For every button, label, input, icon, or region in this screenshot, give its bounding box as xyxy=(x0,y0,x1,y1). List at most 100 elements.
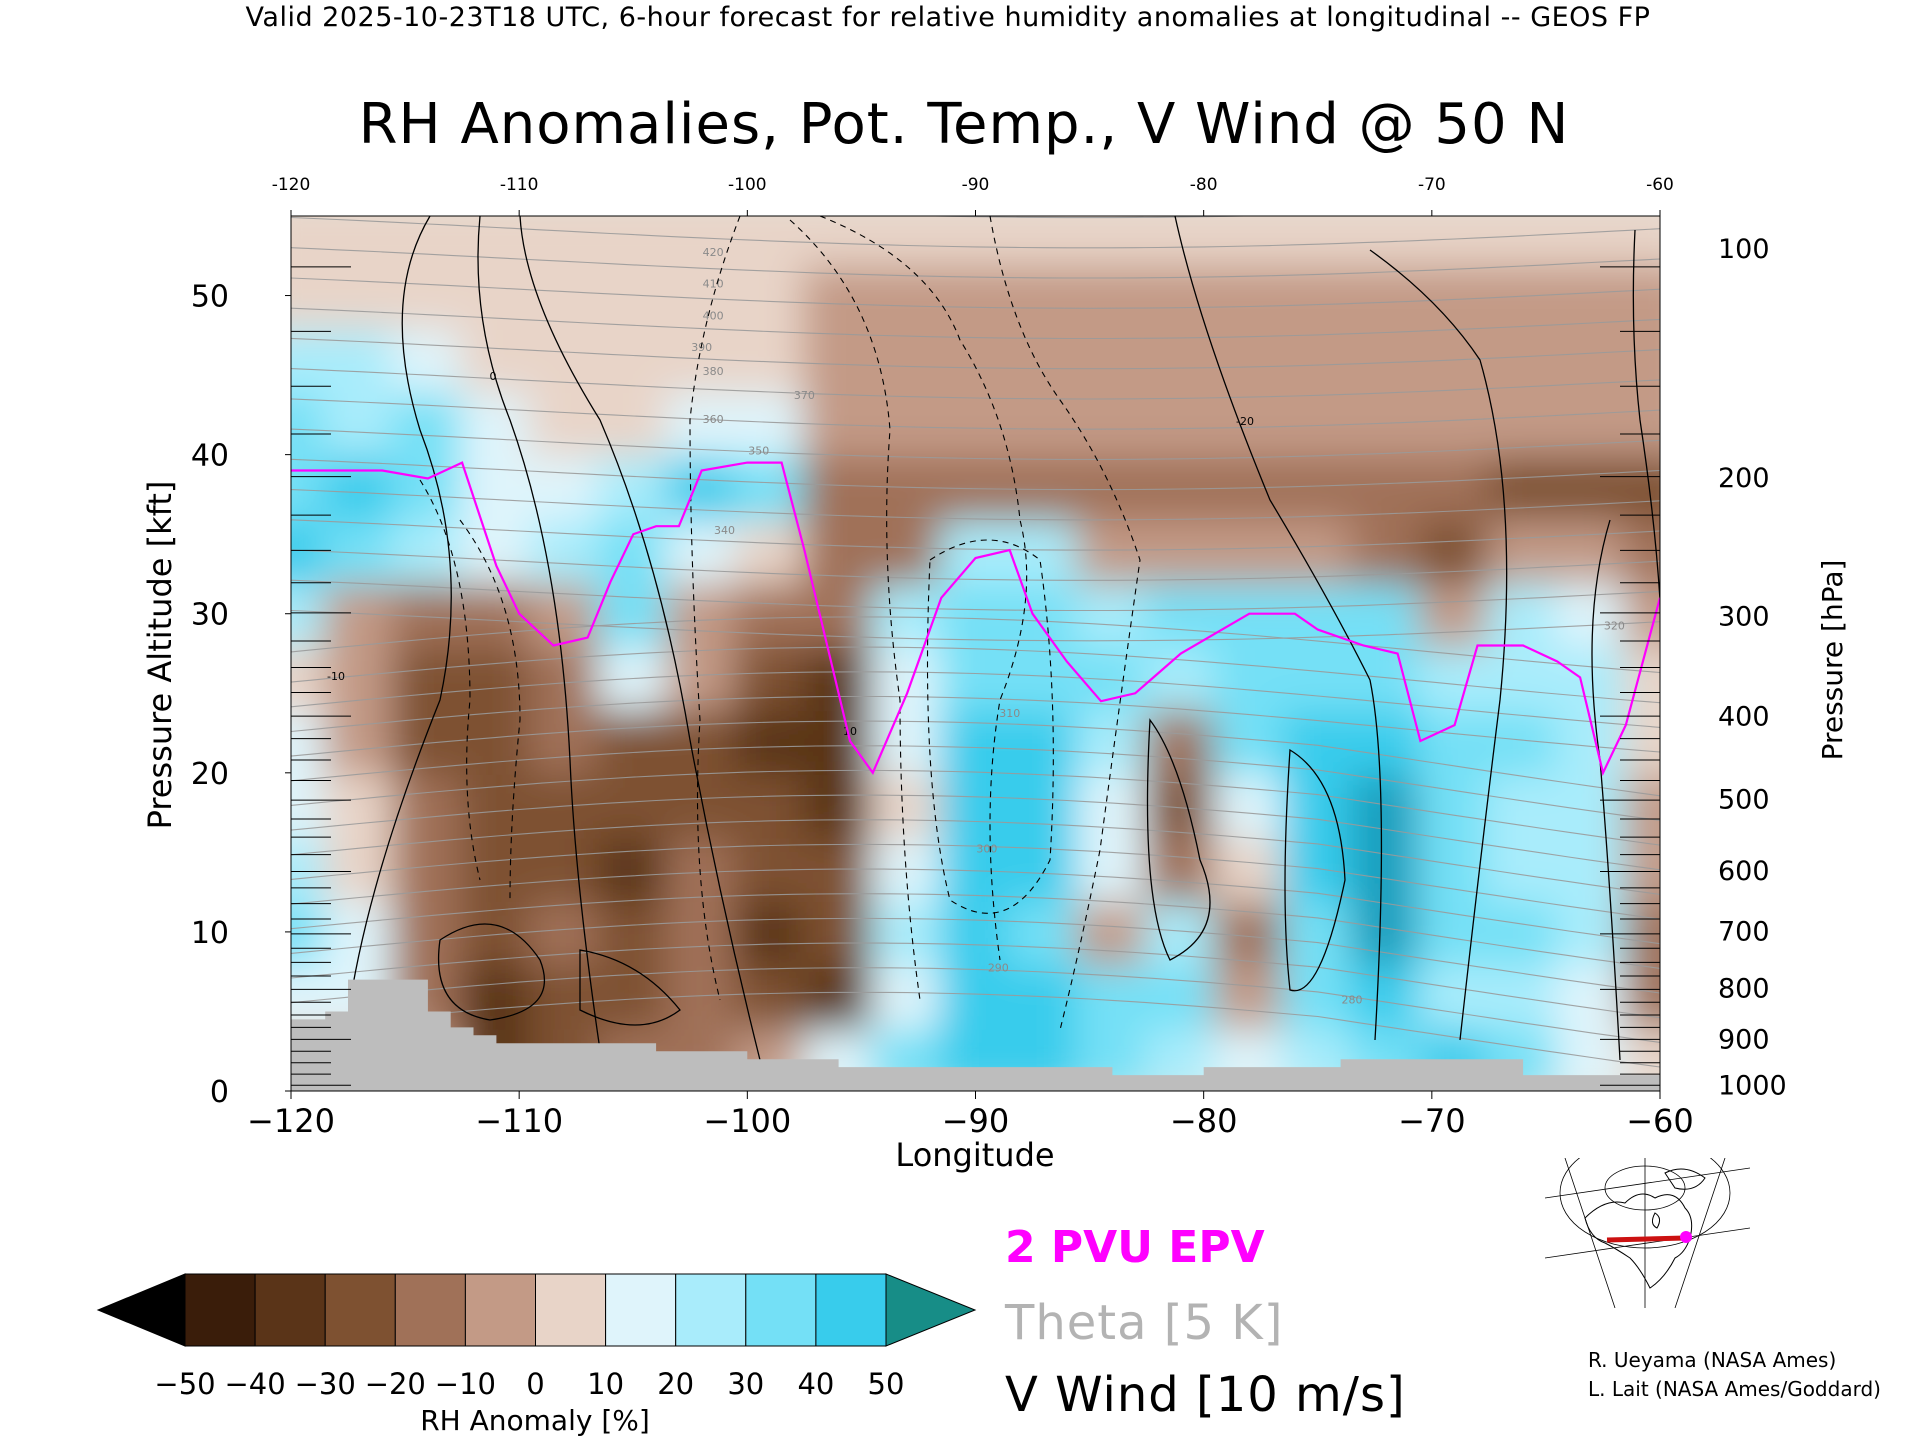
rh-cell xyxy=(939,216,1012,266)
theta-contour xyxy=(291,819,1660,895)
theta-contour-label: 350 xyxy=(748,445,769,458)
theta-contour xyxy=(291,368,1660,400)
rh-cell xyxy=(1623,579,1660,648)
rh-cell xyxy=(1076,707,1149,775)
v-wind-contour xyxy=(1369,249,1508,1041)
v-wind-contour xyxy=(1146,718,1211,961)
rh-cell xyxy=(291,961,328,1030)
rh-cell xyxy=(597,452,670,521)
rh-cell xyxy=(460,452,533,521)
theta-contour-label: 360 xyxy=(703,413,724,426)
rh-cell xyxy=(391,325,465,393)
rh-cell xyxy=(528,707,602,775)
rh-cell xyxy=(870,707,944,775)
colorbar-bin xyxy=(184,1273,256,1347)
rh-cell xyxy=(597,216,670,266)
colorbar-tick-label: −50 xyxy=(154,1367,215,1401)
cross-section-track xyxy=(1606,1235,1686,1243)
rh-cell xyxy=(870,770,944,839)
rh-cell xyxy=(1486,261,1560,330)
rh-cell xyxy=(802,707,875,775)
rh-cell xyxy=(802,643,875,712)
y2-axis-label: Pressure [hPa] xyxy=(1816,560,1849,761)
rh-cell xyxy=(323,216,396,266)
legend-wind-label: V Wind [10 m/s] xyxy=(1005,1367,1406,1423)
rh-cell xyxy=(323,707,396,775)
rh-cell xyxy=(733,707,807,775)
rh-cell xyxy=(460,389,533,457)
rh-cell xyxy=(939,707,1012,775)
theta-contour xyxy=(291,216,1660,249)
v-wind-contour xyxy=(477,216,601,1051)
theta-contour xyxy=(291,967,1660,1043)
theta-contour-label: 390 xyxy=(691,341,712,354)
theta-contour xyxy=(291,720,1660,797)
rh-cell xyxy=(323,770,396,839)
rh-cell xyxy=(1213,770,1286,839)
rh-cell xyxy=(1623,770,1660,839)
rh-cell xyxy=(1076,325,1149,393)
rh-cell xyxy=(1007,834,1081,903)
map-graticule xyxy=(1545,1158,1750,1308)
rh-cell xyxy=(291,643,328,712)
locator-map xyxy=(1545,1158,1750,1308)
rh-cell xyxy=(323,516,396,584)
rh-cell xyxy=(1418,389,1491,457)
rh-cell xyxy=(1076,579,1149,648)
cross-section-endpoint xyxy=(1680,1231,1692,1243)
rh-cell xyxy=(460,770,533,839)
rh-cell xyxy=(291,834,328,903)
rh-cell xyxy=(1418,452,1491,521)
v-wind-contour-dashed xyxy=(459,519,521,901)
rh-cell xyxy=(1623,898,1660,966)
rh-cell xyxy=(802,770,875,839)
rh-cell xyxy=(802,261,875,330)
rh-cell xyxy=(391,898,465,966)
colorbar-tick-label: 10 xyxy=(587,1367,624,1401)
x-tick-label: −120 xyxy=(247,1102,335,1140)
colorbar-tick-label: 40 xyxy=(797,1367,834,1401)
y-tick-label: 20 xyxy=(191,757,229,792)
rh-cell xyxy=(1281,898,1354,966)
rh-cell xyxy=(1418,961,1491,1030)
colorbar-bin xyxy=(254,1273,326,1347)
rh-cell xyxy=(291,898,328,966)
rh-cell xyxy=(460,643,533,712)
rh-cell xyxy=(391,389,465,457)
rh-cell xyxy=(870,261,944,330)
rh-cell xyxy=(291,707,328,775)
rh-cell xyxy=(1555,389,1628,457)
theta-contour xyxy=(291,769,1660,846)
pressure-tick-label: 800 xyxy=(1718,974,1770,1005)
rh-cell xyxy=(528,643,602,712)
theta-contour xyxy=(291,868,1660,945)
theta-contour xyxy=(291,398,1660,430)
rh-cell xyxy=(1349,452,1423,521)
rh-cell xyxy=(1281,516,1354,584)
rh-cell xyxy=(1349,216,1423,266)
y-axis-label: Pressure Altitude [kft] xyxy=(141,481,179,830)
rh-cell xyxy=(597,961,670,1030)
rh-cell xyxy=(1007,898,1081,966)
theta-contour xyxy=(291,942,1660,1019)
top-x-tick-label: -100 xyxy=(728,175,767,195)
colorbar-tick-label: −20 xyxy=(365,1367,426,1401)
rh-cell xyxy=(1007,579,1081,648)
v-wind-contours: 0 -10 10 -20 xyxy=(327,216,1660,1061)
colorbar-tick-label: 50 xyxy=(868,1367,905,1401)
theta-contour-label: 310 xyxy=(999,707,1020,720)
rh-cell xyxy=(939,770,1012,839)
colorbar-bin xyxy=(745,1273,817,1347)
theta-contour xyxy=(291,616,1660,674)
colorbar-tick-label: −30 xyxy=(295,1367,356,1401)
rh-cell xyxy=(1418,770,1491,839)
rh-cell xyxy=(1144,834,1218,903)
rh-cell xyxy=(665,216,738,266)
rh-cell xyxy=(291,216,328,266)
rh-cell xyxy=(733,261,807,330)
v-wind-contour xyxy=(1632,229,1660,601)
y-tick-label: 10 xyxy=(191,916,229,951)
chart-title: RH Anomalies, Pot. Temp., V Wind @ 50 N xyxy=(358,92,1570,157)
theta-contour xyxy=(291,745,1660,821)
rh-cell xyxy=(1623,707,1660,775)
